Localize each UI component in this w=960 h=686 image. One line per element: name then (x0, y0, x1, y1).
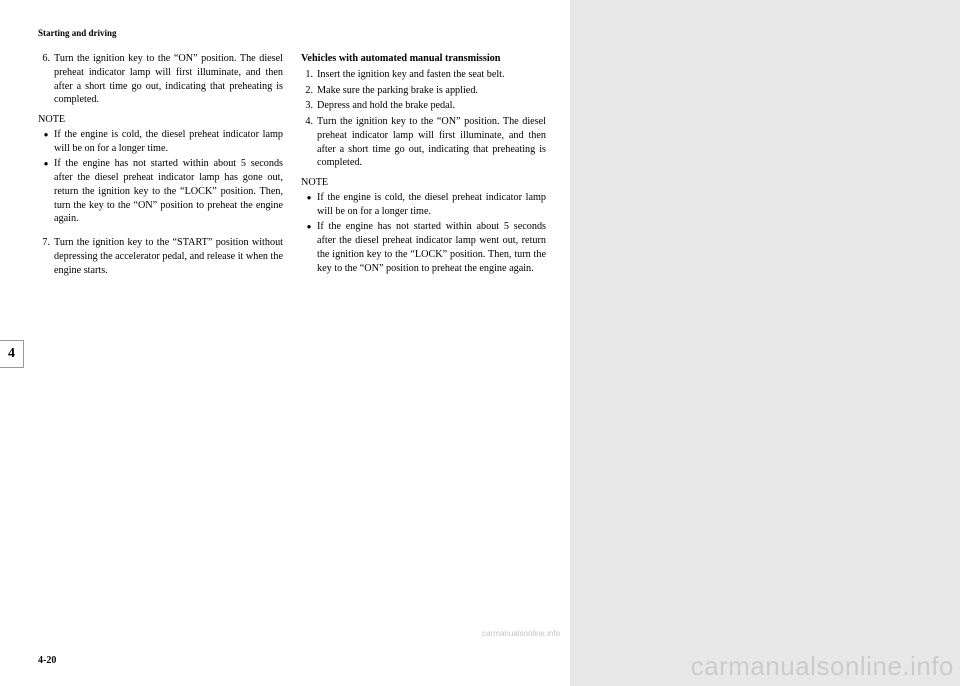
bullet-icon: ● (301, 220, 317, 275)
list-item: 4. Turn the ignition key to the “ON” pos… (301, 115, 546, 170)
item-text: Turn the ignition key to the “ON” positi… (317, 115, 546, 170)
list-item: 7. Turn the ignition key to the “START” … (38, 236, 283, 277)
item-number: 3. (301, 99, 317, 113)
subheading: Vehicles with automated manual transmiss… (301, 52, 546, 66)
list-item: 2. Make sure the parking brake is applie… (301, 84, 546, 98)
item-text: Turn the ignition key to the “START” pos… (54, 236, 283, 277)
bullet-item: ● If the engine has not started within a… (301, 220, 546, 275)
bullet-text: If the engine is cold, the diesel prehea… (54, 128, 283, 156)
item-text: Turn the ignition key to the “ON” positi… (54, 52, 283, 107)
chapter-tab: 4 (0, 340, 24, 368)
bullet-item: ● If the engine is cold, the diesel preh… (38, 128, 283, 156)
list-item: 6. Turn the ignition key to the “ON” pos… (38, 52, 283, 107)
watermark-small: carmanualsonline.info (482, 629, 560, 638)
item-text: Depress and hold the brake pedal. (317, 99, 546, 113)
note-label: NOTE (38, 113, 283, 127)
manual-page: Starting and driving 6. Turn the ignitio… (0, 0, 570, 686)
bullet-icon: ● (38, 157, 54, 226)
bullet-item: ● If the engine is cold, the diesel preh… (301, 191, 546, 219)
bullet-icon: ● (38, 128, 54, 156)
page-number: 4-20 (38, 655, 56, 666)
item-number: 7. (38, 236, 54, 277)
note-label: NOTE (301, 176, 546, 190)
section-header: Starting and driving (38, 28, 546, 38)
left-column: 6. Turn the ignition key to the “ON” pos… (38, 52, 283, 279)
list-item: 3. Depress and hold the brake pedal. (301, 99, 546, 113)
spacer (38, 228, 283, 236)
item-number: 4. (301, 115, 317, 170)
bullet-text: If the engine is cold, the diesel prehea… (317, 191, 546, 219)
bullet-icon: ● (301, 191, 317, 219)
item-number: 6. (38, 52, 54, 107)
text-columns: 6. Turn the ignition key to the “ON” pos… (38, 52, 546, 279)
bullet-text: If the engine has not started within abo… (317, 220, 546, 275)
item-text: Make sure the parking brake is applied. (317, 84, 546, 98)
page-content: Starting and driving 6. Turn the ignitio… (38, 28, 546, 279)
right-column: Vehicles with automated manual transmiss… (301, 52, 546, 279)
list-item: 1. Insert the ignition key and fasten th… (301, 68, 546, 82)
item-text: Insert the ignition key and fasten the s… (317, 68, 546, 82)
bullet-text: If the engine has not started within abo… (54, 157, 283, 226)
bullet-item: ● If the engine has not started within a… (38, 157, 283, 226)
item-number: 2. (301, 84, 317, 98)
watermark-large: carmanualsonline.info (691, 651, 954, 682)
item-number: 1. (301, 68, 317, 82)
